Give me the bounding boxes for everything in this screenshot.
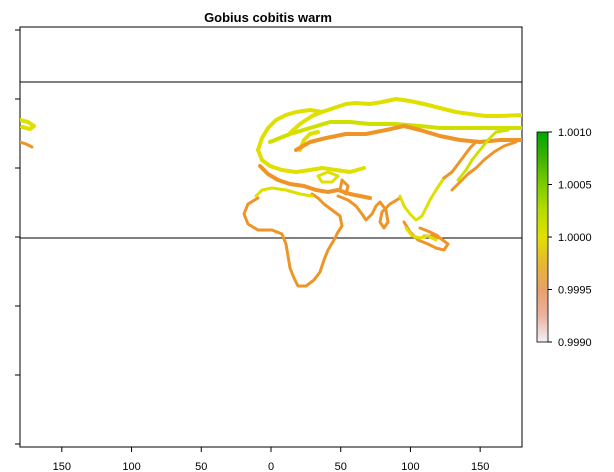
x-tick-label: 100: [122, 461, 140, 472]
coast-southeast-yellow: [404, 226, 438, 242]
x-tick-label: 100: [401, 461, 419, 472]
x-axis: 150 100 50 0 50 100 150: [53, 447, 489, 472]
coast-africa: [242, 192, 344, 288]
coast-europe: [256, 148, 366, 174]
coast-india-yellow: [398, 176, 446, 222]
legend-colorbar: [536, 131, 549, 343]
coast-east-asia-yellow: [456, 128, 510, 182]
y-axis-ticks: [15, 29, 20, 445]
black-sea: [316, 170, 340, 184]
color-legend: 1.0010 1.0005 1.0000 0.9995 0.9990: [536, 127, 592, 349]
coast-north-orange: [294, 124, 522, 152]
legend-label: 0.9990: [558, 337, 592, 349]
legend-label: 0.9995: [558, 285, 592, 297]
coast-arabia: [336, 194, 402, 230]
legend-label: 1.0000: [558, 232, 592, 244]
coast-north-inner: [268, 120, 522, 144]
caspian-sea: [338, 178, 350, 196]
species-distribution: [20, 97, 522, 288]
plot-frame: [19, 26, 523, 448]
x-tick-label: 150: [53, 461, 71, 472]
legend-labels: 1.0010 1.0005 1.0000 0.9995 0.9990: [548, 127, 592, 349]
x-tick-label: 50: [335, 461, 347, 472]
coast-east-asia: [442, 140, 518, 192]
coast-europe-orange: [258, 164, 372, 200]
coast-africa-north: [254, 186, 314, 198]
legend-label: 1.0010: [558, 127, 592, 139]
x-tick-label: 50: [195, 461, 207, 472]
coast-north-eurasia: [256, 97, 522, 152]
map-title: Gobius cobitis warm: [204, 10, 332, 25]
legend-label: 1.0005: [558, 180, 592, 192]
x-tick-label: 0: [268, 461, 274, 472]
coast-fragment-west-1: [20, 118, 36, 131]
x-tick-label: 150: [471, 461, 489, 472]
coast-fragment-west-2: [20, 140, 34, 149]
